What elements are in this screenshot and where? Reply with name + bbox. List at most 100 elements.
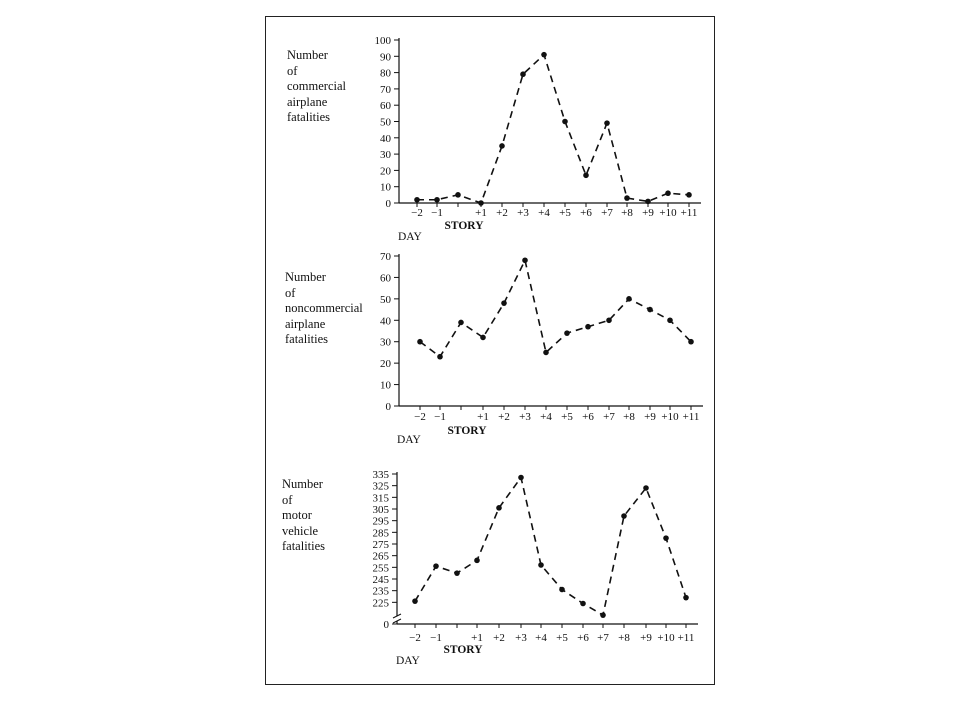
series-line: [414, 475, 687, 617]
x-tick-label: −2: [411, 207, 423, 219]
x-tick-label: +5: [556, 632, 568, 644]
x-tick-label: +7: [601, 207, 613, 219]
y-tick-label: 235: [373, 586, 390, 598]
data-point: [499, 143, 505, 149]
x-tick-label: +4: [535, 632, 547, 644]
data-point: [606, 317, 612, 324]
data-point: [474, 557, 480, 564]
data-point: [580, 600, 586, 607]
data-point: [585, 323, 591, 330]
y-tick-label: 225: [373, 597, 390, 609]
y-tick-label: 20: [380, 165, 392, 177]
x-tick-label: +8: [621, 207, 633, 219]
y-tick-label: 50: [380, 117, 392, 129]
y-tick-label: 305: [373, 504, 390, 516]
x-tick-label: +9: [644, 411, 656, 423]
y-tick-label: 285: [373, 527, 390, 539]
data-point: [686, 192, 692, 198]
y-axis-label-line: of: [282, 492, 293, 507]
y-tick-label: 335: [373, 469, 390, 481]
x-tick-label: +2: [498, 411, 510, 423]
data-point: [480, 334, 486, 341]
x-tick-label: −2: [414, 411, 426, 423]
x-tick-label: +8: [618, 632, 630, 644]
x-tick-label: +5: [559, 207, 571, 219]
series-line: [419, 257, 692, 358]
x-tick-label: +5: [561, 411, 573, 423]
data-point: [621, 513, 627, 519]
x-tick-label: −1: [434, 411, 446, 423]
y-tick-label: 70: [380, 84, 392, 96]
y-tick-label: 0: [384, 619, 390, 631]
x-tick-label: +11: [678, 632, 695, 644]
y-tick-label: 40: [380, 133, 392, 145]
story-label: STORY: [447, 425, 487, 437]
x-tick-label: +9: [640, 632, 652, 644]
y-tick-label: 315: [373, 492, 390, 504]
x-tick-label: −2: [409, 632, 421, 644]
axis-break-mark: [392, 613, 402, 624]
x-tick-label: +7: [597, 632, 609, 644]
y-axis-label-line: commercial: [287, 79, 346, 93]
chart-2: 0 10 20 30 40 50 60 70 −2 −1 +1 +2 +3 +4 +5 +6 +7 +8 +9 +10…: [380, 251, 703, 446]
data-point: [624, 195, 630, 201]
data-point: [454, 570, 460, 576]
data-point: [538, 562, 544, 568]
data-point: [600, 612, 606, 618]
y-axis-label-line: vehicle: [282, 523, 319, 538]
data-point: [604, 120, 610, 126]
data-point: [683, 594, 689, 601]
data-point: [583, 172, 589, 179]
data-point: [518, 474, 524, 481]
x-tick-label: +10: [659, 207, 677, 219]
y-axis-label: Number of commercial airplane fatalities: [287, 48, 346, 126]
y-tick-label: 70: [380, 251, 392, 263]
series-line: [417, 53, 690, 205]
data-point: [434, 196, 440, 203]
y-axis-label-line: motor: [282, 508, 312, 522]
x-tick-label: +3: [519, 411, 531, 423]
y-tick-label: 30: [380, 337, 392, 349]
y-tick-label: 0: [386, 198, 392, 210]
story-label: STORY: [443, 644, 483, 656]
y-tick-label: 10: [380, 380, 392, 392]
data-point: [496, 505, 502, 511]
data-point: [543, 349, 549, 356]
x-tick-label: +2: [493, 632, 505, 644]
y-tick-label: 50: [380, 294, 392, 306]
day-label: DAY: [397, 434, 422, 446]
data-point: [412, 598, 418, 604]
y-axis-label-line: of: [285, 285, 296, 300]
y-tick-label: 60: [380, 272, 392, 284]
data-point: [626, 296, 632, 302]
data-point: [643, 485, 649, 491]
y-axis-label-line: Number: [287, 48, 328, 62]
story-label: STORY: [444, 220, 484, 232]
y-tick-label: 20: [380, 358, 392, 370]
figure-frame: [265, 16, 715, 685]
data-point: [647, 306, 653, 313]
x-tick-label: +6: [582, 411, 594, 423]
y-axis-label-line: fatalities: [287, 110, 331, 124]
y-tick-label: 80: [380, 68, 392, 80]
x-tick-label: +7: [603, 411, 615, 423]
y-axis-label-line: fatalities: [282, 539, 326, 553]
data-point: [562, 118, 568, 125]
data-point: [541, 51, 547, 58]
x-tick-label: +1: [471, 632, 483, 644]
data-point: [688, 338, 694, 345]
data-point: [478, 200, 484, 206]
y-tick-label: 100: [375, 35, 392, 47]
x-tick-label: −1: [431, 207, 443, 219]
chart-1: 0 10 20 30 40 50 60 70 80 90 100 −2 −1 +1 +2 +3 +4 +5 +6 +7…: [375, 35, 701, 243]
x-tick-label: +9: [642, 207, 654, 219]
y-axis-label: Number of motor vehicle fatalities: [282, 477, 325, 555]
x-tick-label: +10: [661, 411, 679, 423]
x-tick-label: +11: [681, 207, 698, 219]
data-point: [520, 71, 526, 78]
y-axis-label-line: fatalities: [285, 332, 329, 346]
data-point: [559, 586, 565, 593]
